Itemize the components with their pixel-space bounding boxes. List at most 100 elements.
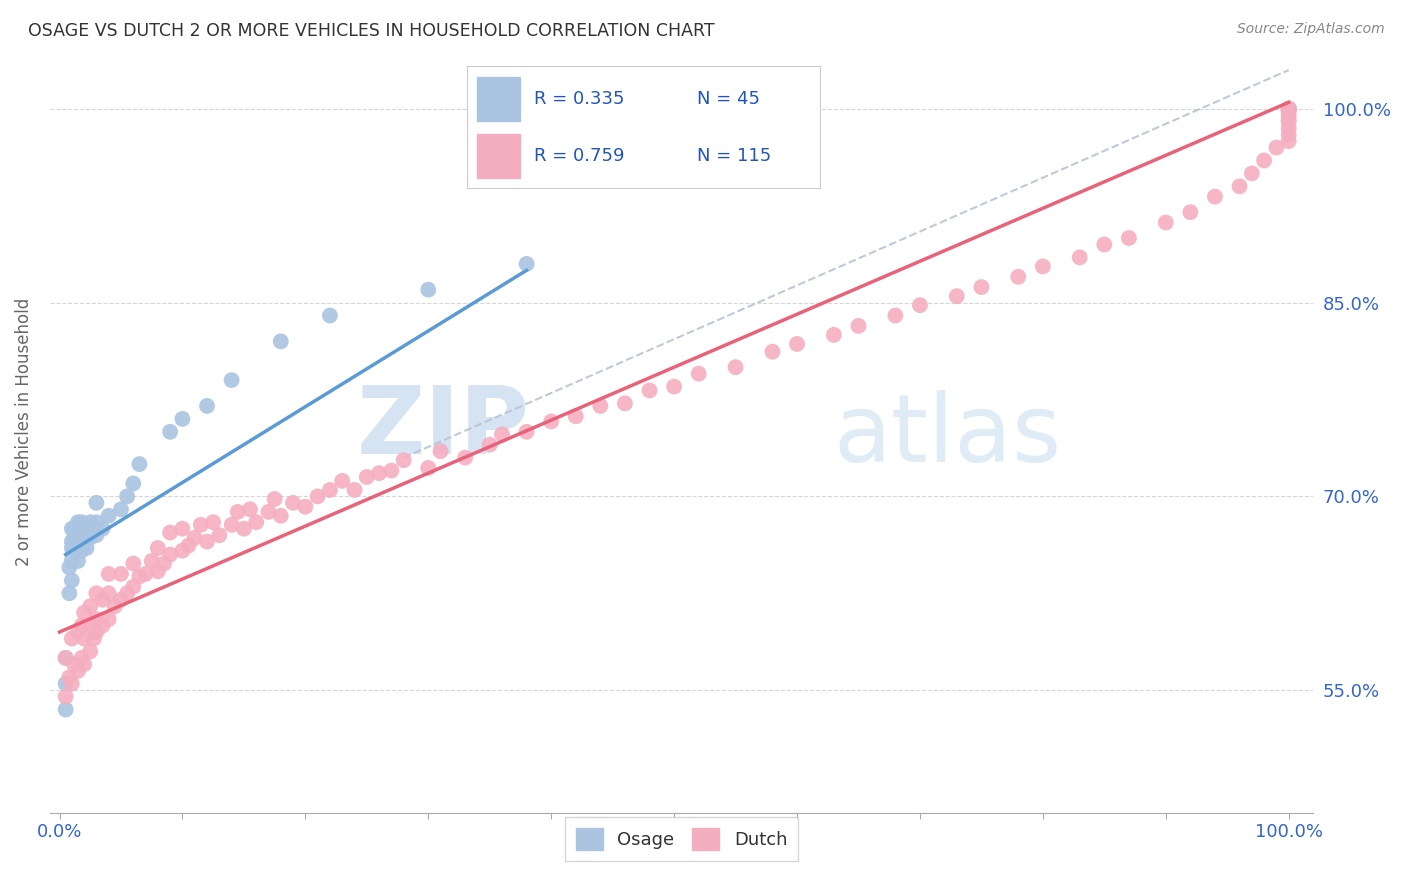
Point bbox=[270, 334, 292, 349]
Point bbox=[540, 414, 562, 428]
Point bbox=[141, 554, 163, 568]
Point bbox=[159, 548, 181, 562]
Point bbox=[1278, 102, 1301, 116]
Point bbox=[589, 399, 612, 413]
Point bbox=[58, 560, 80, 574]
Point bbox=[55, 651, 77, 665]
Point bbox=[319, 483, 342, 497]
Text: OSAGE VS DUTCH 2 OR MORE VEHICLES IN HOUSEHOLD CORRELATION CHART: OSAGE VS DUTCH 2 OR MORE VEHICLES IN HOU… bbox=[28, 22, 714, 40]
Point bbox=[1278, 102, 1301, 116]
Point bbox=[86, 496, 108, 510]
Point bbox=[159, 525, 181, 540]
Point bbox=[172, 543, 194, 558]
Text: ZIP: ZIP bbox=[357, 382, 530, 474]
Point bbox=[60, 554, 83, 568]
Point bbox=[418, 461, 440, 475]
Point bbox=[63, 541, 86, 555]
Point bbox=[638, 384, 661, 398]
Point bbox=[97, 566, 120, 581]
Point bbox=[1265, 140, 1288, 154]
Point bbox=[478, 438, 501, 452]
Point bbox=[159, 425, 181, 439]
Point bbox=[70, 515, 93, 529]
Point bbox=[343, 483, 366, 497]
Point bbox=[1278, 114, 1301, 128]
Point bbox=[153, 557, 176, 571]
Point bbox=[307, 489, 329, 503]
Point bbox=[1154, 215, 1177, 229]
Point bbox=[183, 531, 205, 545]
Point bbox=[60, 574, 83, 588]
Point bbox=[70, 543, 93, 558]
Point bbox=[454, 450, 477, 465]
Point bbox=[122, 476, 145, 491]
Point bbox=[232, 522, 254, 536]
Point bbox=[1278, 121, 1301, 136]
Point bbox=[908, 298, 931, 312]
Point bbox=[104, 599, 127, 614]
Point bbox=[122, 580, 145, 594]
Point bbox=[724, 360, 747, 375]
Point bbox=[110, 592, 132, 607]
Point bbox=[79, 618, 101, 632]
Point bbox=[1278, 102, 1301, 116]
Point bbox=[1278, 102, 1301, 116]
Point bbox=[60, 676, 83, 690]
Point bbox=[1240, 166, 1263, 180]
Point bbox=[761, 344, 783, 359]
Point bbox=[63, 522, 86, 536]
Point bbox=[1278, 102, 1301, 116]
Point bbox=[221, 517, 243, 532]
Point bbox=[55, 702, 77, 716]
Point bbox=[257, 505, 280, 519]
Point bbox=[1069, 251, 1091, 265]
Point bbox=[91, 618, 114, 632]
Point bbox=[70, 528, 93, 542]
Point bbox=[270, 508, 292, 523]
Point bbox=[146, 564, 169, 578]
Point bbox=[83, 632, 105, 646]
Point bbox=[122, 557, 145, 571]
Point bbox=[63, 531, 86, 545]
Point bbox=[1278, 108, 1301, 122]
Point bbox=[73, 657, 96, 672]
Point bbox=[565, 409, 588, 424]
Point bbox=[60, 632, 83, 646]
Point bbox=[946, 289, 969, 303]
Point bbox=[190, 517, 212, 532]
Point bbox=[884, 309, 907, 323]
Point bbox=[613, 396, 636, 410]
Point bbox=[1032, 260, 1054, 274]
Point bbox=[76, 525, 98, 540]
Point bbox=[1278, 102, 1301, 116]
Point bbox=[66, 664, 89, 678]
Point bbox=[177, 539, 200, 553]
Y-axis label: 2 or more Vehicles in Household: 2 or more Vehicles in Household bbox=[15, 298, 32, 566]
Point bbox=[786, 337, 808, 351]
Point bbox=[58, 586, 80, 600]
Point bbox=[221, 373, 243, 387]
Point bbox=[1278, 134, 1301, 148]
Point bbox=[172, 412, 194, 426]
Point bbox=[848, 318, 870, 333]
Point bbox=[319, 309, 342, 323]
Point bbox=[66, 541, 89, 555]
Point bbox=[79, 515, 101, 529]
Point bbox=[1204, 189, 1226, 203]
Point bbox=[91, 522, 114, 536]
Point bbox=[79, 599, 101, 614]
Point bbox=[66, 531, 89, 545]
Point bbox=[128, 569, 150, 583]
Point bbox=[294, 500, 316, 514]
Point bbox=[128, 457, 150, 471]
Point bbox=[115, 489, 138, 503]
Point bbox=[60, 522, 83, 536]
Point bbox=[516, 425, 538, 439]
Point bbox=[688, 367, 710, 381]
Point bbox=[58, 670, 80, 684]
Point bbox=[1278, 104, 1301, 119]
Point bbox=[70, 537, 93, 551]
Point bbox=[79, 531, 101, 545]
Point bbox=[368, 466, 391, 480]
Point bbox=[60, 541, 83, 555]
